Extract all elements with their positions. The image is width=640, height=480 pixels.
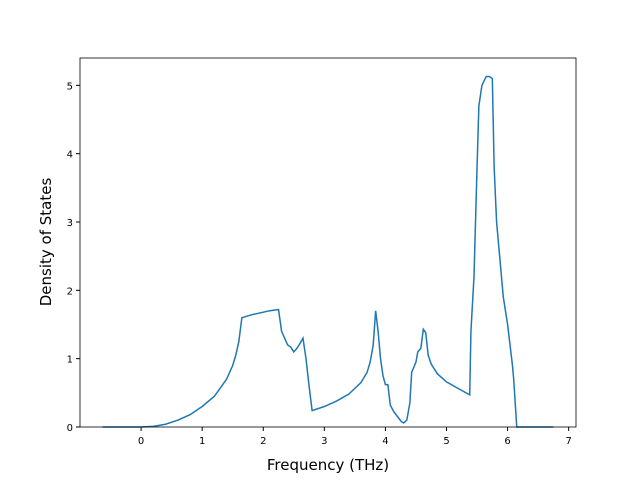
x-tick-label: 4 [382, 436, 388, 447]
y-tick-label: 5 [67, 81, 73, 92]
y-tick-label: 0 [67, 423, 73, 434]
y-axis-label: Density of States [37, 178, 55, 307]
x-tick-label: 6 [504, 436, 510, 447]
y-tick-label: 1 [67, 355, 73, 366]
x-tick-label: 5 [443, 436, 449, 447]
y-tick-label: 2 [67, 286, 73, 297]
x-tick-label: 2 [260, 436, 266, 447]
x-axis-label: Frequency (THz) [267, 456, 389, 474]
x-tick-label: 1 [199, 436, 205, 447]
plot-frame [79, 57, 577, 428]
y-tick-label: 3 [67, 218, 73, 229]
x-tick-label: 7 [565, 436, 571, 447]
line-series [102, 75, 554, 428]
x-tick-label: 0 [138, 436, 144, 447]
y-tick-label: 4 [67, 150, 73, 161]
x-tick-label: 3 [321, 436, 327, 447]
